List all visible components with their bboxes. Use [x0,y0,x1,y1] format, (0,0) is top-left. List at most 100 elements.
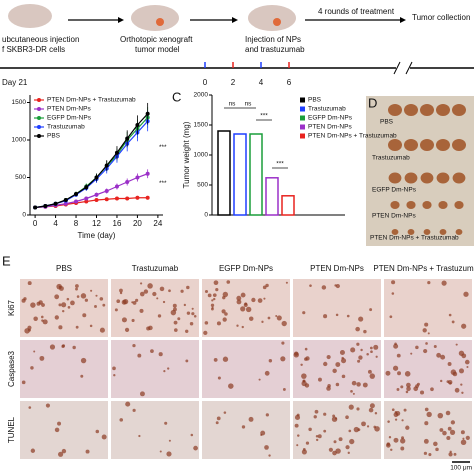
stained-cell [33,316,38,322]
column-label: EGFP Dm-NPs [219,264,273,273]
stained-cell [236,324,239,327]
ihc-image [293,340,381,398]
stained-cell [122,298,129,305]
stained-cell [280,356,286,362]
legend-label: EGFP Dm-NPs [47,115,92,122]
photo-label: PTEN Dm-NPs [372,213,416,220]
stained-cell [102,303,106,307]
legend-swatch [300,106,305,112]
tumor-photo [366,96,474,246]
marker [63,201,68,206]
stained-cell [391,292,395,295]
marker [104,189,109,193]
stained-cell [369,308,373,312]
step-text: ubcutaneous injection [2,35,79,44]
stained-cell [304,347,308,351]
stained-cell [440,379,443,383]
stained-cell [441,280,447,286]
stained-cell [193,314,197,318]
stained-cell [72,345,76,350]
significance: *** [159,180,167,187]
marker [94,192,99,197]
y-tick-label: 500 [197,182,208,189]
stained-cell [315,438,319,442]
y-tick-label: 2000 [194,92,209,99]
ihc-image [384,279,472,337]
stained-cell [293,352,299,358]
tumor [390,201,400,209]
stained-cell [423,438,429,444]
stained-cell [334,284,337,287]
stained-cell [326,355,331,360]
stained-cell [369,403,375,409]
marker [125,180,130,184]
stained-cell [57,421,62,426]
stained-cell [224,312,228,316]
stained-cell [168,439,171,442]
stained-cell [95,294,98,297]
stained-cell [158,352,163,357]
stained-cell [265,413,269,417]
stained-cell [216,416,221,421]
stained-cell [191,312,195,316]
tumor [391,229,399,235]
stained-cell [462,437,465,440]
stained-cell [99,297,104,301]
stained-cell [427,332,430,335]
stained-cell [30,448,36,453]
stained-cell [427,280,431,285]
stained-cell [335,448,341,454]
timeline-tick-label: 6 [287,78,292,87]
stained-cell [241,325,244,329]
y-tick-label: 0 [22,212,26,219]
stained-cell [448,452,453,457]
tumor [438,201,448,209]
tumor-icon [273,18,281,26]
stained-cell [433,441,438,447]
x-tick-label: 4 [53,219,58,228]
marker [94,198,99,202]
stained-cell [404,371,411,377]
y-axis-label: Tumor weight (mg) [182,121,191,188]
legend-marker [37,116,41,120]
stained-cell [370,350,373,354]
stained-cell [139,308,144,313]
stained-cell [405,425,410,430]
stained-cell [350,347,356,353]
stained-cell [389,315,393,319]
stained-cell [223,411,227,414]
stained-cell [361,421,366,427]
stained-cell [212,293,217,298]
stained-cell [264,370,270,376]
stained-cell [335,283,340,289]
axis [29,95,163,216]
y-tick-label: 1000 [194,152,209,159]
arrow-head [118,17,124,23]
stained-cell [366,353,369,356]
stained-cell [301,373,307,379]
marker [125,196,130,201]
stained-cell [281,341,285,345]
stained-cell [80,374,84,378]
stained-cell [446,435,451,441]
stained-cell [424,421,429,426]
stained-cell [355,326,360,332]
stained-cell [335,313,339,317]
legend-swatch [300,133,305,139]
stained-cell [368,407,374,413]
stained-cell [30,302,36,308]
tumor [404,172,418,184]
stained-cell [406,382,411,388]
column-label: PBS [56,264,72,273]
stained-cell [301,449,307,455]
stained-cell [268,359,273,363]
photo-label: EGFP Dm-NPs [372,187,417,194]
ihc-image [202,340,290,398]
stained-cell [119,291,123,295]
stained-cell [458,350,465,356]
stained-cell [394,418,398,421]
stained-cell [448,313,452,317]
arrow-head [400,17,406,23]
stained-cell [265,283,269,288]
stained-cell [172,307,177,312]
